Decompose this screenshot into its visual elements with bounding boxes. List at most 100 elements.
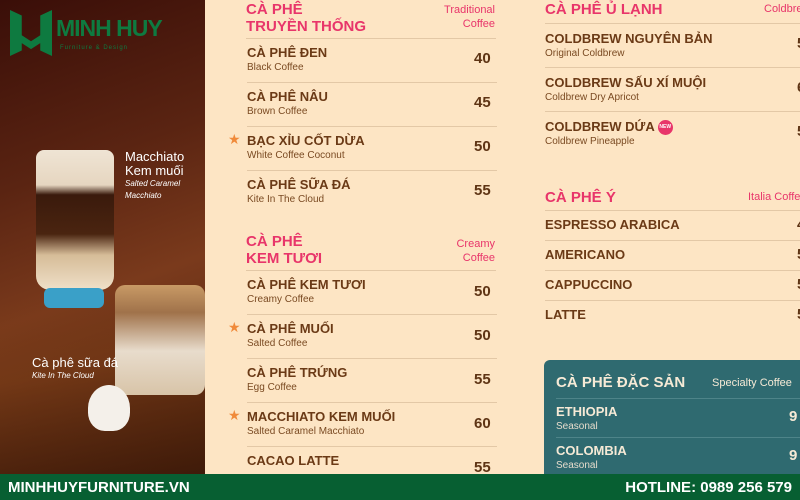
divider (545, 240, 800, 241)
item-price: 5 (797, 306, 800, 323)
item-name: CAPPUCCINO (545, 277, 633, 292)
item-name: AMERICANO (545, 247, 626, 262)
caption-macchiato: Macchiato Kem muối Salted Caramel Macchi… (125, 150, 205, 202)
menu-item: CACAO LATTE (247, 452, 339, 469)
item-name: CÀ PHÊ NÂU (247, 89, 328, 104)
item-subtitle: Seasonal (556, 421, 598, 432)
item-name: COLDBREW DỨA NEW (545, 119, 673, 136)
item-price: 6 (797, 79, 800, 96)
brand-logo: MINH HUY (10, 10, 163, 56)
item-price: 9 (789, 447, 798, 464)
section-sub-creamy: Creamy Coffee (456, 238, 495, 264)
item-price: 5 (797, 123, 800, 140)
section-title-italia: CÀ PHÊ Ý (545, 189, 616, 206)
item-subtitle: Coldbrew Pineapple (545, 136, 635, 148)
item-price: 5 (797, 276, 800, 293)
item-name: COLDBREW NGUYÊN BẢN (545, 31, 713, 46)
macchiato-glass (36, 150, 114, 290)
menu-item: CÀ PHÊ MUỐI Salted Coffee (247, 320, 334, 350)
section-title-specialty: CÀ PHÊ ĐẶC SẢN (556, 374, 686, 391)
hotline: HOTLINE: 0989 256 579 (625, 478, 792, 496)
menu-item: ESPRESSO ARABICA (545, 216, 680, 233)
item-price: 5 (797, 35, 800, 52)
section-title-traditional: CÀ PHÊ TRUYỀN THỐNG (246, 1, 366, 35)
item-price: 60 (474, 415, 491, 432)
brand-name: MINH HUY (56, 15, 163, 41)
item-subtitle: Black Coffee (247, 62, 304, 73)
item-price: 5 (797, 246, 800, 263)
item-price: 55 (474, 371, 491, 388)
item-name: COLDBREW SẤU XÍ MUỘI (545, 75, 707, 90)
menu-item: COLDBREW DỨA NEW Coldbrew Pineapple (545, 118, 673, 148)
item-name: BẠC XỈU CỐT DỪA (247, 133, 365, 148)
item-subtitle: White Coffee Coconut (247, 150, 345, 161)
item-name: ETHIOPIA (556, 404, 618, 419)
menu-item: MACCHIATO KEM MUỐI Salted Caramel Macchia… (247, 408, 395, 438)
divider (545, 111, 800, 112)
item-price: 45 (474, 94, 491, 111)
item-name: CÀ PHÊ KEM TƯƠI (247, 277, 366, 292)
menu-item: CAPPUCCINO (545, 276, 632, 293)
website-link[interactable]: MINHHUYFURNITURE.VN (8, 478, 190, 496)
item-price: 50 (474, 283, 491, 300)
divider (247, 170, 497, 171)
item-price: 55 (474, 459, 491, 476)
menu-item: CÀ PHÊ NÂU Brown Coffee (247, 88, 328, 118)
section-title-coldbrew: CÀ PHÊ Ủ LẠNH (545, 1, 663, 18)
item-price: 4 (797, 216, 800, 233)
menu-item: COLDBREW NGUYÊN BẢN Original Coldbrew (545, 30, 713, 60)
menu-item: CÀ PHÊ SỮA ĐÁ Kite In The Cloud (247, 176, 350, 206)
caption-sub: Kite In The Cloud (32, 371, 94, 380)
item-subtitle: Egg Coffee (247, 382, 297, 393)
item-name: CÀ PHÊ ĐEN (247, 45, 328, 60)
menu-item: CÀ PHÊ TRỨNG Egg Coffee (247, 364, 347, 394)
star-icon: ★ (228, 131, 241, 147)
footer-banner: MINHHUYFURNITURE.VN HOTLINE: 0989 256 57… (0, 474, 800, 500)
divider (247, 358, 497, 359)
divider (247, 314, 497, 315)
divider (246, 38, 496, 39)
divider (556, 398, 800, 399)
section-sub-specialty: Specialty Coffee (712, 377, 792, 389)
caption-title: Macchiato Kem muối (125, 149, 185, 178)
item-subtitle: Seasonal (556, 460, 598, 471)
logo-mark-icon (10, 10, 52, 56)
item-subtitle: Salted Caramel Macchiato (247, 426, 365, 437)
section-sub-coldbrew: Coldbrew (764, 3, 800, 15)
item-price: 40 (474, 50, 491, 67)
divider (247, 446, 497, 447)
item-name: MACCHIATO KEM MUỐI (247, 409, 396, 424)
divider (247, 126, 497, 127)
item-name: CÀ PHÊ SỮA ĐÁ (247, 177, 351, 192)
section-title-creamy: CÀ PHÊ KEM TƯƠI (246, 233, 323, 267)
iced-coffee-glass (115, 285, 205, 395)
caption-title: Cà phê sữa đá (32, 355, 119, 370)
item-price: 55 (474, 182, 491, 199)
divider (247, 402, 497, 403)
item-price: 50 (474, 138, 491, 155)
menu-item: CÀ PHÊ ĐEN Black Coffee (247, 44, 327, 74)
glass-base (44, 288, 104, 308)
divider (556, 437, 800, 438)
item-price: 9 (789, 408, 798, 425)
item-name: LATTE (545, 307, 586, 322)
star-icon: ★ (228, 319, 241, 335)
divider (545, 300, 800, 301)
menu-item: AMERICANO (545, 246, 625, 263)
menu-item: LATTE (545, 306, 586, 323)
new-badge-icon: NEW (657, 120, 673, 136)
item-subtitle: Kite In The Cloud (247, 194, 325, 205)
section-sub-italia: Italia Coffee (748, 191, 800, 203)
item-name: CÀ PHÊ MUỐI (247, 321, 334, 336)
menu-item: CÀ PHÊ KEM TƯƠI Creamy Coffee (247, 276, 366, 306)
menu-item: COLOMBIA Seasonal (556, 442, 627, 472)
specialty-panel: CÀ PHÊ ĐẶC SẢN Specialty Coffee ETHIOPIA… (544, 360, 800, 490)
section-sub-traditional: Traditional Coffee (444, 4, 495, 30)
item-name: ESPRESSO ARABICA (545, 217, 680, 232)
divider (545, 67, 800, 68)
item-name: COLOMBIA (556, 443, 627, 458)
divider (545, 270, 800, 271)
item-subtitle: Creamy Coffee (247, 294, 315, 305)
menu-item: COLDBREW SẤU XÍ MUỘI Coldbrew Dry Apricot (545, 74, 706, 104)
divider (247, 82, 497, 83)
